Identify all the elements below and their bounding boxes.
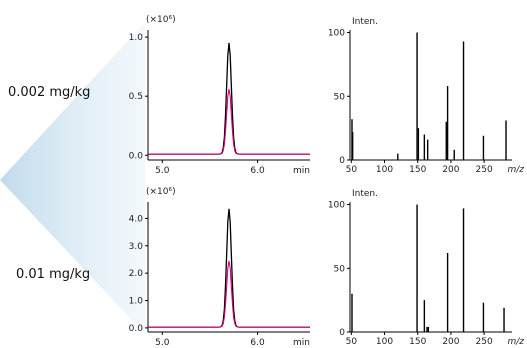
chromatogram-y-tick-label: 0.5	[129, 92, 143, 102]
spectrum-y-tick-label: 100	[328, 29, 345, 39]
background-wedge	[0, 22, 145, 334]
spectrum-x-tick-label: 100	[376, 165, 393, 175]
chromatogram-x-unit: min	[293, 166, 310, 176]
spectrum-x-tick-label: 50	[346, 165, 358, 175]
chromatogram-scale-label: (×10⁶)	[146, 187, 176, 197]
chromatogram-x-tick-label: 6.0	[250, 338, 265, 348]
spectrum-y-tick-label: 0	[339, 328, 345, 338]
concentration-label-2: 0.01 mg/kg	[16, 267, 90, 282]
spectrum-x-tick-label: 200	[442, 165, 459, 175]
spectrum-x-tick-label: 50	[346, 337, 358, 347]
chromatogram-trace-1	[148, 42, 310, 155]
chromatogram-y-tick-label: 0.0	[129, 324, 144, 334]
chromatogram-x-tick-label: 5.0	[155, 166, 170, 176]
spectrum-y-tick-label: 0	[339, 156, 345, 166]
chromatogram-1: (×10⁶) 0.0 0.5 1.0 5.0 6.0 min	[129, 15, 310, 176]
chromatogram-y-tick-label: 2.0	[129, 269, 144, 279]
chromatogram-y-tick-label: 1.0	[129, 33, 144, 43]
spectrum-x-unit: m/z	[507, 165, 524, 175]
chromatogram-y-tick-label: 1.0	[129, 297, 144, 307]
spectrum-x-tick-label: 150	[409, 165, 426, 175]
chromatogram-scale-label: (×10⁶)	[146, 15, 176, 25]
chromatogram-x-unit: min	[293, 338, 310, 348]
concentration-label-1: 0.002 mg/kg	[8, 85, 90, 100]
spectrum-x-tick-label: 200	[442, 337, 459, 347]
spectrum-y-title: Inten.	[352, 17, 378, 27]
chromatogram-x-tick-label: 5.0	[155, 338, 170, 348]
chromatogram-trace-2	[148, 260, 310, 328]
spectrum-y-tick-label: 50	[334, 264, 346, 274]
spectrum-x-unit: m/z	[507, 337, 524, 347]
chromatogram-trace-2	[148, 89, 310, 155]
spectrum-x-tick-label: 250	[476, 165, 493, 175]
spectrum-x-tick-label: 150	[409, 337, 426, 347]
chromatogram-trace-1	[148, 208, 310, 328]
spectrum-y-tick-label: 50	[334, 92, 346, 102]
spectrum-y-title: Inten.	[352, 189, 378, 199]
spectrum-x-tick-label: 100	[376, 337, 393, 347]
spectrum-y-tick-label: 100	[328, 201, 345, 211]
chromatogram-2: (×10⁶) 0.0 1.0 2.0 3.0 4.0 5.0 6.0 min	[129, 187, 310, 348]
chromatogram-x-tick-label: 6.0	[250, 166, 265, 176]
chromatogram-y-tick-label: 4.0	[129, 214, 144, 224]
spectrum-x-tick-label: 250	[476, 337, 493, 347]
chromatogram-y-tick-label: 0.0	[129, 151, 144, 161]
chromatogram-y-tick-label: 3.0	[129, 242, 144, 252]
